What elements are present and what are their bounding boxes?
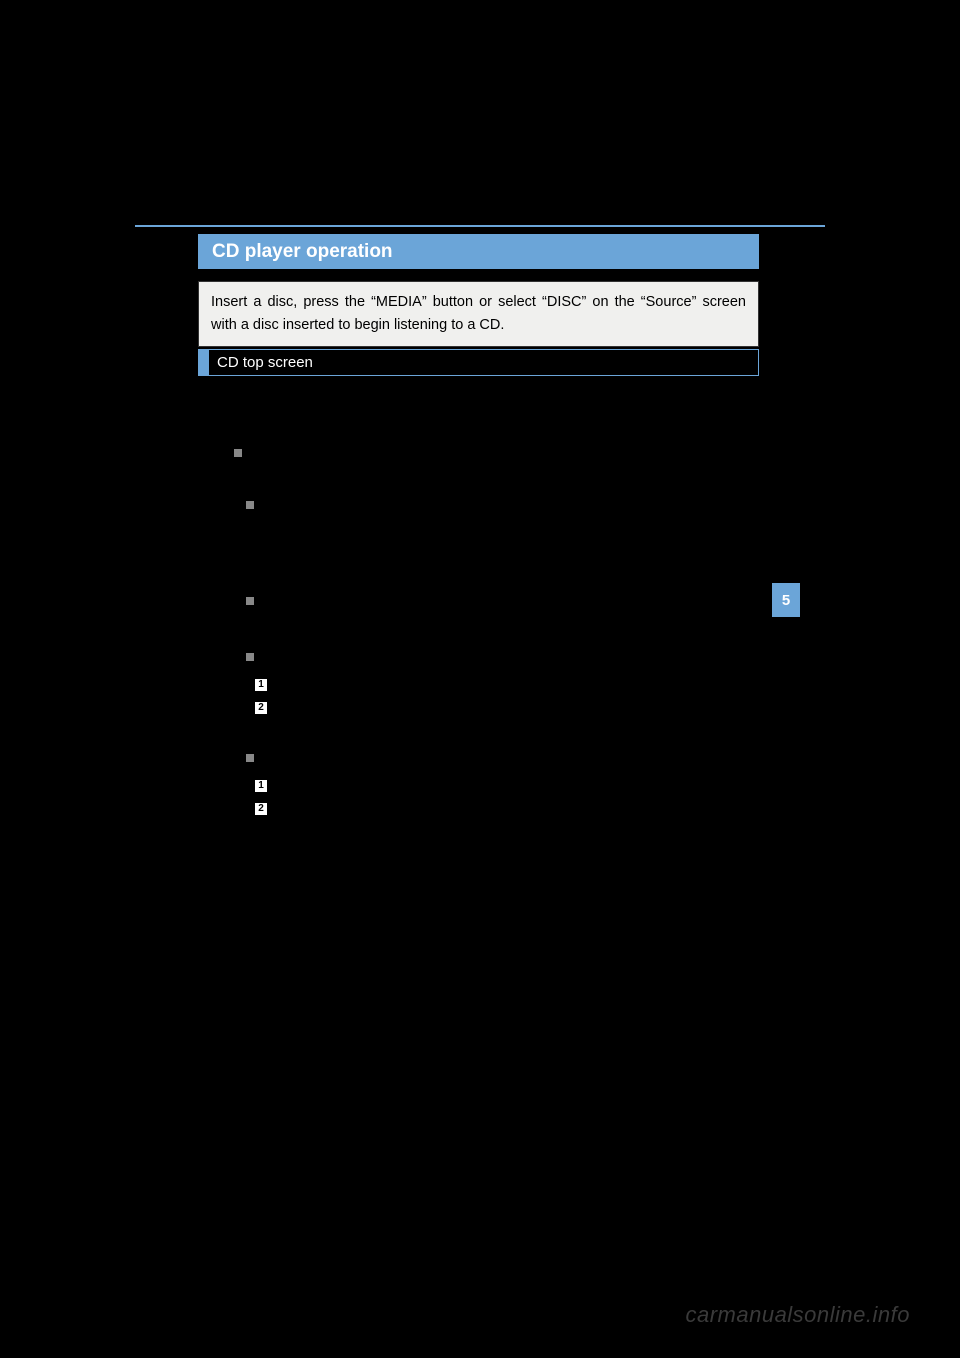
body-content: 1 2 1 2 [198,386,759,818]
section-title: CD top screen [209,354,313,371]
bullet-icon [246,597,254,605]
bullet-icon [246,501,254,509]
chapter-number: 5 [782,592,790,609]
intro-box: Insert a disc, press the “MEDIA” button … [198,281,759,347]
list-item [246,496,759,514]
watermark-text: carmanualsonline.info [685,1302,910,1328]
bullet-icon [246,754,254,762]
list-item [246,749,759,767]
number-box-icon: 1 [254,779,268,793]
bullet-icon [246,653,254,661]
list-item [246,592,759,610]
page-title: CD player operation [212,241,393,263]
section-accent [199,350,209,375]
intro-text: Insert a disc, press the “MEDIA” button … [211,291,746,337]
list-item [246,648,759,666]
numbered-item: 1 [254,676,759,694]
header-divider [135,225,825,227]
number-box-icon: 1 [254,678,268,692]
section-bar: CD top screen [198,349,759,376]
title-bar: CD player operation [198,234,759,269]
chapter-tab: 5 [772,583,800,617]
number-box-icon: 2 [254,802,268,816]
numbered-item: 1 [254,777,759,795]
list-item [234,444,759,462]
numbered-item: 2 [254,699,759,717]
bullet-icon [234,449,242,457]
number-box-icon: 2 [254,701,268,715]
numbered-item: 2 [254,800,759,818]
